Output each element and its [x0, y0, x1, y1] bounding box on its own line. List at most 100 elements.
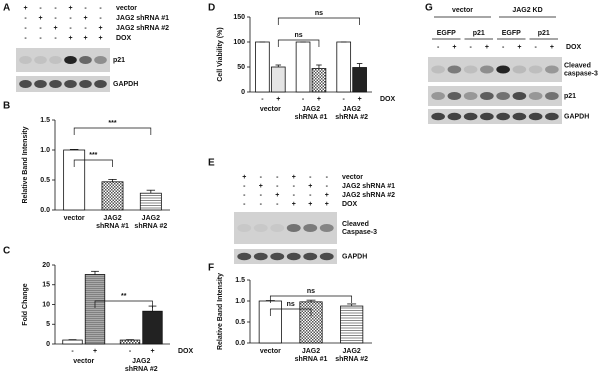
- condition-sign: -: [326, 174, 329, 181]
- bar: [139, 192, 162, 211]
- condition-sign: +: [292, 174, 296, 181]
- blot-band: [237, 252, 252, 261]
- significance-bracket: [277, 17, 360, 25]
- condition-sign: +: [259, 183, 263, 190]
- condition-sign: +: [517, 44, 521, 51]
- condition-sign: +: [276, 96, 280, 103]
- bar: [142, 310, 163, 345]
- condition-sign: -: [243, 183, 246, 190]
- blot-band: [463, 112, 478, 121]
- blot-band: [253, 252, 268, 261]
- condition-sign: -: [54, 35, 57, 42]
- condition-sign: -: [293, 192, 296, 199]
- condition-sign: -: [84, 5, 87, 12]
- condition-sign: +: [275, 192, 279, 199]
- bar: [101, 181, 124, 211]
- condition-name: DOX: [116, 35, 132, 42]
- condition-name: DOX: [566, 44, 582, 51]
- y-tick-label: 10: [42, 301, 50, 308]
- blot-band: [528, 92, 543, 100]
- band-label: GAPDH: [113, 81, 138, 88]
- condition-sign: +: [308, 183, 312, 190]
- blot-background: [428, 57, 562, 82]
- panel-letter: F: [208, 263, 214, 274]
- y-tick-label: 0: [241, 89, 245, 96]
- condition-sign: -: [302, 96, 305, 103]
- condition-sign: -: [276, 174, 279, 181]
- significance-bracket: [269, 308, 312, 316]
- condition-sign: +: [150, 348, 154, 355]
- blot-band: [480, 112, 494, 121]
- significance-label: ns: [295, 32, 303, 39]
- condition-sign: -: [39, 35, 42, 42]
- band-label: caspase-3: [564, 70, 598, 77]
- blot-band: [270, 224, 285, 232]
- blot-background: [16, 76, 110, 92]
- significance-label: ***: [89, 152, 97, 159]
- condition-sign: -: [326, 183, 329, 190]
- condition-sign: -: [24, 15, 27, 22]
- y-tick-label: 0.5: [235, 319, 245, 326]
- blot-band: [49, 56, 62, 64]
- blot-band: [253, 224, 268, 232]
- blot-band: [270, 252, 285, 261]
- blot-band: [94, 80, 107, 88]
- significance-label: ns: [287, 301, 295, 308]
- y-tick-label: 1.5: [40, 117, 50, 124]
- blot-band: [34, 56, 47, 64]
- significance-bracket: [73, 159, 113, 167]
- blot-band: [545, 112, 559, 121]
- y-tick-label: 0.5: [40, 177, 50, 184]
- condition-name: JAG2 shRNA #1: [342, 183, 395, 190]
- condition-sign: +: [98, 35, 102, 42]
- y-tick-label: 0: [46, 341, 50, 348]
- condition-sign: +: [325, 201, 329, 208]
- bar: [340, 305, 364, 344]
- subgroup-label: p21: [538, 30, 550, 37]
- x-tick-label: vector: [63, 215, 85, 222]
- condition-name: JAG2 shRNA #2: [116, 25, 169, 32]
- band-label: GAPDH: [342, 253, 367, 260]
- blot-band: [286, 252, 301, 261]
- x-tick-label: JAG2 shRNA #1: [96, 215, 129, 230]
- bar: [255, 41, 270, 93]
- condition-sign: -: [69, 25, 72, 32]
- condition-sign: +: [83, 35, 87, 42]
- blot-band: [496, 112, 510, 121]
- bar: [62, 339, 83, 345]
- condition-sign: -: [24, 35, 27, 42]
- blot-band: [528, 65, 543, 74]
- blot-band: [496, 92, 510, 100]
- blot-band: [94, 56, 107, 64]
- condition-name: DOX: [342, 201, 358, 208]
- group-label: JAG2 shRNA #2: [335, 106, 369, 121]
- y-tick-label: 5: [46, 321, 50, 328]
- group-label: JAG2 shRNA #2: [124, 358, 158, 373]
- subgroup-label: EGFP: [437, 30, 456, 37]
- panel-letter: G: [425, 3, 433, 14]
- significance-bracket: [94, 300, 153, 308]
- bar: [352, 67, 367, 93]
- condition-sign: -: [71, 348, 74, 355]
- panel-letter: B: [3, 101, 10, 112]
- blot-band: [49, 80, 62, 88]
- blot-band: [64, 56, 77, 64]
- condition-name: JAG2 shRNA #2: [342, 192, 395, 199]
- x-tick-label: JAG2 shRNA #1: [294, 348, 328, 363]
- condition-sign: -: [24, 25, 27, 32]
- bar: [63, 149, 86, 211]
- condition-sign: +: [358, 96, 362, 103]
- group-label: JAG2 KD: [512, 7, 542, 14]
- condition-sign: -: [39, 25, 42, 32]
- condition-name: JAG2 shRNA #1: [116, 15, 169, 22]
- x-tick-label: vector: [259, 348, 281, 355]
- condition-sign: +: [68, 5, 72, 12]
- blot-band: [79, 80, 92, 88]
- panel-letter: E: [208, 158, 215, 169]
- condition-sign: -: [129, 348, 132, 355]
- band-label: Cleaved: [564, 62, 591, 69]
- significance-bracket: [269, 295, 353, 303]
- blot-band: [447, 112, 462, 121]
- bar: [311, 68, 327, 93]
- blot-band: [79, 56, 92, 64]
